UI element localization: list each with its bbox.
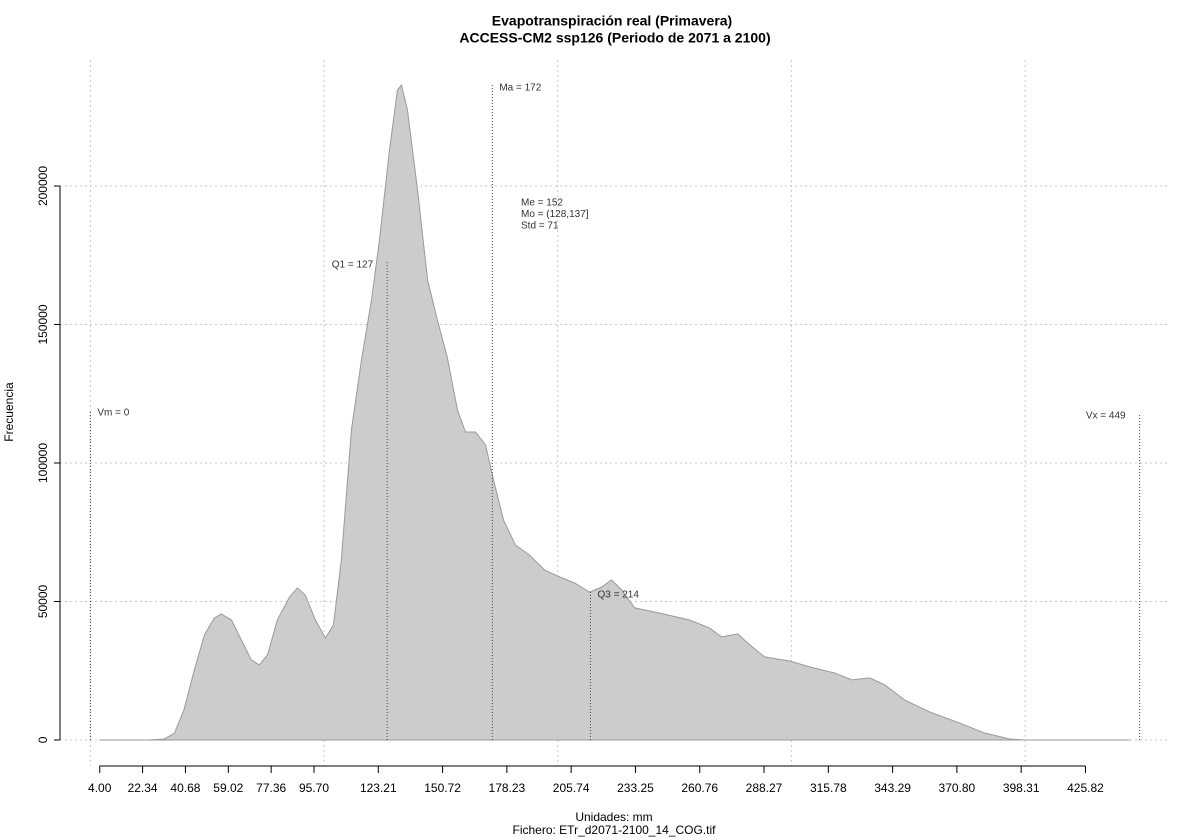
marker-label: Q3 = 214 bbox=[597, 590, 639, 601]
x-tick-label: 40.68 bbox=[170, 781, 200, 795]
x-tick-label: 22.34 bbox=[128, 781, 158, 795]
y-tick-label: 0 bbox=[36, 736, 50, 743]
y-axis-label: Frecuencia bbox=[2, 382, 16, 442]
x-tick-label: 4.00 bbox=[88, 781, 112, 795]
chart-title: Evapotranspiración real (Primavera) bbox=[492, 13, 732, 29]
marker-label: Vm = 0 bbox=[97, 408, 129, 419]
x-tick-label: 233.25 bbox=[617, 781, 654, 795]
marker-label: Vx = 449 bbox=[1086, 411, 1126, 422]
x-tick-label: 343.29 bbox=[874, 781, 911, 795]
x-tick-label: 260.76 bbox=[681, 781, 718, 795]
y-tick-label: 200000 bbox=[36, 166, 50, 206]
chart-subtitle: ACCESS-CM2 ssp126 (Periodo de 2071 a 210… bbox=[459, 30, 770, 46]
x-tick-label: 95.70 bbox=[299, 781, 329, 795]
x-tick-label: 178.23 bbox=[489, 781, 526, 795]
x-tick-label: 150.72 bbox=[424, 781, 461, 795]
stat-label: Me = 152 bbox=[521, 198, 563, 209]
marker-label: Q1 = 127 bbox=[332, 260, 374, 271]
x-tick-label: 398.31 bbox=[1003, 781, 1040, 795]
x-tick-label: 288.27 bbox=[746, 781, 783, 795]
y-tick-label: 50000 bbox=[36, 584, 50, 618]
density-area bbox=[99, 83, 1130, 741]
x-tick-label: 205.74 bbox=[553, 781, 590, 795]
x-axis-label: Unidades: mm bbox=[575, 810, 652, 824]
stat-label: Mo = (128,137] bbox=[521, 209, 589, 220]
x-tick-label: 315.78 bbox=[810, 781, 847, 795]
x-tick-label: 370.80 bbox=[939, 781, 976, 795]
marker-label: Ma = 172 bbox=[499, 83, 541, 94]
x-tick-label: 77.36 bbox=[256, 781, 286, 795]
x-tick-label: 123.21 bbox=[360, 781, 397, 795]
x-tick-label: 425.82 bbox=[1067, 781, 1104, 795]
y-tick-label: 150000 bbox=[36, 304, 50, 344]
caption: Fichero: ETr_d2071-2100_14_COG.tif bbox=[513, 823, 717, 837]
x-tick-label: 59.02 bbox=[213, 781, 243, 795]
stat-label: Std = 71 bbox=[521, 221, 559, 232]
y-tick-label: 100000 bbox=[36, 443, 50, 483]
